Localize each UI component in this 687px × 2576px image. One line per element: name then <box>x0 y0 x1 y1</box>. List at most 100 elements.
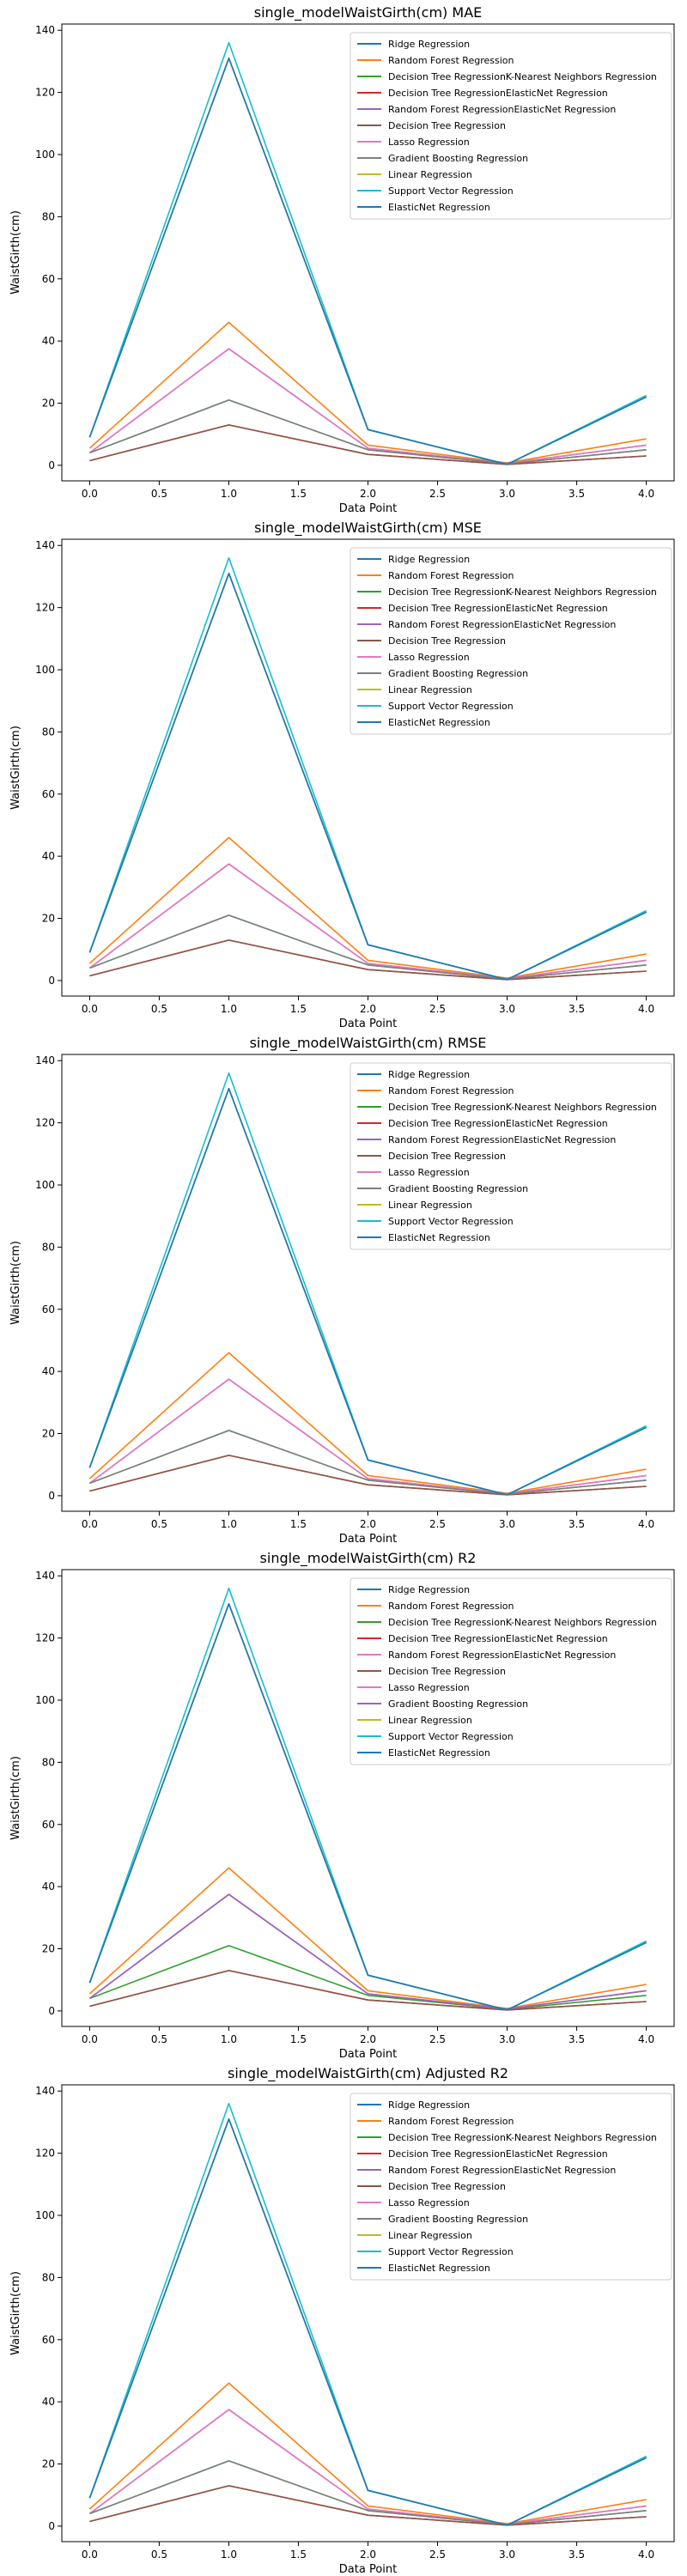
legend-entry: Lasso Regression <box>388 137 470 148</box>
series-line-6 <box>88 1378 647 1495</box>
series-line-1 <box>88 1867 647 2009</box>
x-tick-label: 4.0 <box>638 1518 654 1530</box>
x-axis-label: Data Point <box>339 502 397 515</box>
legend-entry: Random Forest RegressionElasticNet Regre… <box>388 1649 616 1661</box>
legend-entry: Decision Tree RegressionK-Nearest Neighb… <box>388 586 657 598</box>
legend-entry: Decision Tree RegressionElasticNet Regre… <box>388 1118 608 1129</box>
legend-entry: Random Forest RegressionElasticNet Regre… <box>388 619 616 630</box>
y-tick-label: 40 <box>42 1880 55 1893</box>
y-tick-label: 120 <box>35 87 55 99</box>
x-tick-label: 1.0 <box>221 1003 237 1015</box>
y-tick-label: 0 <box>48 2520 55 2532</box>
y-tick-label: 140 <box>35 1054 55 1066</box>
chart-title: single_modelWaistGirth(cm) Adjusted R2 <box>228 2065 508 2082</box>
chart-panel-0: single_modelWaistGirth(cm) MAE 0.0 0.5 1.0 1… <box>9 4 675 515</box>
y-tick-label: 140 <box>35 1570 55 1582</box>
x-tick-label: 3.5 <box>568 488 585 500</box>
y-tick-label: 120 <box>35 602 55 614</box>
series-line-6 <box>88 348 647 465</box>
x-tick-label: 2.0 <box>360 2549 376 2561</box>
series-line-4 <box>88 1893 647 2010</box>
x-tick-label: 0.5 <box>151 1003 167 1015</box>
legend-entry: Decision Tree Regression <box>388 635 506 647</box>
y-tick-label: 60 <box>42 1303 55 1315</box>
series-line-5 <box>89 939 647 981</box>
x-tick-label: 1.0 <box>221 1518 237 1530</box>
legend-box <box>350 2093 672 2281</box>
chart-panel-4: single_modelWaistGirth(cm) Adjusted R2 0.… <box>9 2065 675 2576</box>
x-tick-label: 1.5 <box>290 1518 307 1530</box>
legend-entry: ElasticNet Regression <box>388 717 490 728</box>
series-line-6 <box>88 1893 647 2010</box>
legend-entry: Support Vector Regression <box>388 185 514 197</box>
legend-entry: Gradient Boosting Regression <box>388 668 528 679</box>
y-tick-label: 60 <box>42 273 55 285</box>
series-line-5 <box>89 1455 647 1496</box>
legend-entry: Decision Tree Regression <box>388 120 506 131</box>
legend-entry: Lasso Regression <box>388 1682 470 1693</box>
series-line-7 <box>89 1430 647 1495</box>
series-line-7 <box>89 399 647 465</box>
x-axis-label: Data Point <box>339 1018 397 1030</box>
x-axis-label: Data Point <box>339 1533 397 1546</box>
legend-entry: Gradient Boosting Regression <box>388 1698 528 1710</box>
series-line-1 <box>88 2382 647 2524</box>
x-tick-label: 0.0 <box>82 1518 98 1530</box>
y-axis-label: WaistGirth(cm) <box>9 1241 22 1325</box>
y-tick-label: 100 <box>35 1179 55 1191</box>
legend-entry: Ridge Regression <box>388 1584 470 1595</box>
legend-entry: Decision Tree Regression <box>388 1151 506 1162</box>
legend-entry: Decision Tree Regression <box>388 2181 506 2192</box>
y-tick-label: 80 <box>42 726 55 738</box>
legend-entry: Random Forest Regression <box>388 1085 514 1097</box>
legend-entry: Random Forest Regression <box>388 2116 514 2127</box>
legend-entry: Ridge Regression <box>388 39 470 50</box>
y-tick-label: 80 <box>42 1241 55 1253</box>
chart-title: single_modelWaistGirth(cm) R2 <box>260 1550 477 1567</box>
legend-entry: Lasso Regression <box>388 652 470 663</box>
y-axis-label: WaistGirth(cm) <box>9 1756 22 1840</box>
y-tick-label: 120 <box>35 2148 55 2160</box>
series-line-10 <box>88 1088 647 1496</box>
x-axis-label: Data Point <box>339 2563 397 2576</box>
series-line-5 <box>89 424 647 465</box>
x-tick-label: 2.0 <box>360 1518 376 1530</box>
x-tick-label: 2.0 <box>360 488 376 500</box>
legend-entry: ElasticNet Regression <box>388 1232 490 1243</box>
series-line-7 <box>89 2460 647 2525</box>
x-tick-label: 2.5 <box>429 488 446 500</box>
legend-entry: Decision Tree RegressionK-Nearest Neighb… <box>388 2132 657 2143</box>
series-line-5 <box>89 1970 647 2011</box>
legend-entry: Decision Tree RegressionElasticNet Regre… <box>388 603 608 614</box>
legend: Ridge Regression Random Forest Regression… <box>350 2093 672 2281</box>
legend-entry: Ridge Regression <box>388 2099 470 2111</box>
legend-box <box>350 547 672 735</box>
x-tick-label: 1.0 <box>221 2033 237 2045</box>
y-tick-label: 0 <box>48 1490 55 1502</box>
y-tick-label: 20 <box>42 1428 55 1440</box>
x-tick-label: 3.5 <box>568 1518 585 1530</box>
chart-panel-3: single_modelWaistGirth(cm) R2 0.0 0.5 1.0 1.… <box>9 1550 675 2061</box>
x-tick-label: 1.5 <box>290 488 307 500</box>
legend-box <box>350 1062 672 1250</box>
x-tick-label: 1.5 <box>290 1003 307 1015</box>
legend-entry: Decision Tree RegressionK-Nearest Neighb… <box>388 1617 657 1628</box>
series-line-1 <box>88 321 647 464</box>
series-line-2 <box>89 1945 647 2010</box>
x-tick-label: 0.0 <box>82 2549 98 2561</box>
y-tick-label: 20 <box>42 1943 55 1955</box>
legend-entry: Random Forest RegressionElasticNet Regre… <box>388 2165 616 2176</box>
legend-entry: ElasticNet Regression <box>388 202 490 213</box>
x-tick-label: 2.5 <box>429 2549 446 2561</box>
legend: Ridge Regression Random Forest Regression… <box>350 547 672 735</box>
y-tick-label: 140 <box>35 2085 55 2097</box>
series-line-10 <box>88 1603 647 2011</box>
series-line-4 <box>88 863 647 980</box>
legend-box <box>350 1577 672 1765</box>
y-tick-label: 80 <box>42 1756 55 1768</box>
x-tick-label: 4.0 <box>638 1003 654 1015</box>
x-tick-label: 0.0 <box>82 1003 98 1015</box>
x-tick-label: 3.0 <box>499 2549 515 2561</box>
legend-entry: Linear Regression <box>388 2230 472 2241</box>
x-tick-label: 1.0 <box>221 2549 237 2561</box>
